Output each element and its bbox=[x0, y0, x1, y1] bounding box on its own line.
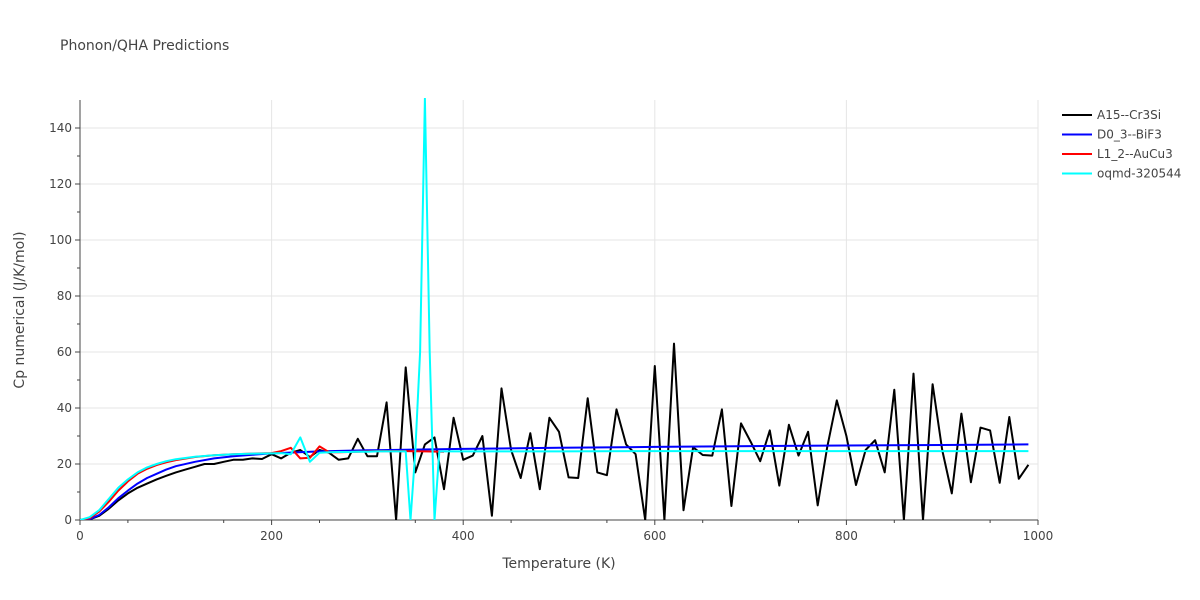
y-tick-label: 60 bbox=[57, 345, 72, 359]
series-line-a15-cr3si[interactable] bbox=[80, 342, 1030, 520]
plot-area[interactable] bbox=[80, 98, 1030, 520]
axes: 0 200 400 600 800 1000 0 20 40 60 80 100 120 140 bbox=[49, 100, 1053, 543]
x-tick-label: 600 bbox=[643, 529, 666, 543]
x-tick-label: 800 bbox=[835, 529, 858, 543]
legend-item-l1-2-aucu3[interactable]: L1_2--AuCu3 bbox=[1062, 147, 1173, 161]
legend-item-oqmd-320544[interactable]: oqmd-320544 bbox=[1062, 167, 1181, 181]
series-line-l1-2-aucu3[interactable] bbox=[80, 445, 445, 520]
x-tick-label: 400 bbox=[452, 529, 475, 543]
y-tick-label: 80 bbox=[57, 289, 72, 303]
y-tick-label: 0 bbox=[64, 513, 72, 527]
x-tick-label: 200 bbox=[260, 529, 283, 543]
y-axis-title: Cp numerical (J/K/mol) bbox=[12, 231, 28, 388]
x-tick-label: 1000 bbox=[1023, 529, 1054, 543]
y-tick-label: 120 bbox=[49, 177, 72, 191]
x-axis-title: Temperature (K) bbox=[501, 556, 615, 572]
y-tick-label: 100 bbox=[49, 233, 72, 247]
legend-label: oqmd-320544 bbox=[1097, 167, 1181, 181]
grid bbox=[80, 100, 1039, 520]
y-tick-label: 40 bbox=[57, 401, 72, 415]
legend-label: D0_3--BiF3 bbox=[1097, 128, 1162, 142]
legend: A15--Cr3Si D0_3--BiF3 L1_2--AuCu3 oqmd-3205… bbox=[1062, 108, 1181, 181]
legend-item-d0-3-bif3[interactable]: D0_3--BiF3 bbox=[1062, 128, 1162, 142]
y-tick-label: 20 bbox=[57, 457, 72, 471]
series-line-d0-3-bif3[interactable] bbox=[80, 443, 1029, 520]
legend-label: A15--Cr3Si bbox=[1097, 108, 1161, 122]
x-tick-label: 0 bbox=[76, 529, 84, 543]
chart-title: Phonon/QHA Predictions bbox=[60, 38, 229, 54]
series-line-oqmd-320544[interactable] bbox=[80, 98, 1029, 520]
legend-item-a15-cr3si[interactable]: A15--Cr3Si bbox=[1062, 108, 1161, 122]
y-tick-label: 140 bbox=[49, 121, 72, 135]
legend-label: L1_2--AuCu3 bbox=[1097, 147, 1173, 161]
